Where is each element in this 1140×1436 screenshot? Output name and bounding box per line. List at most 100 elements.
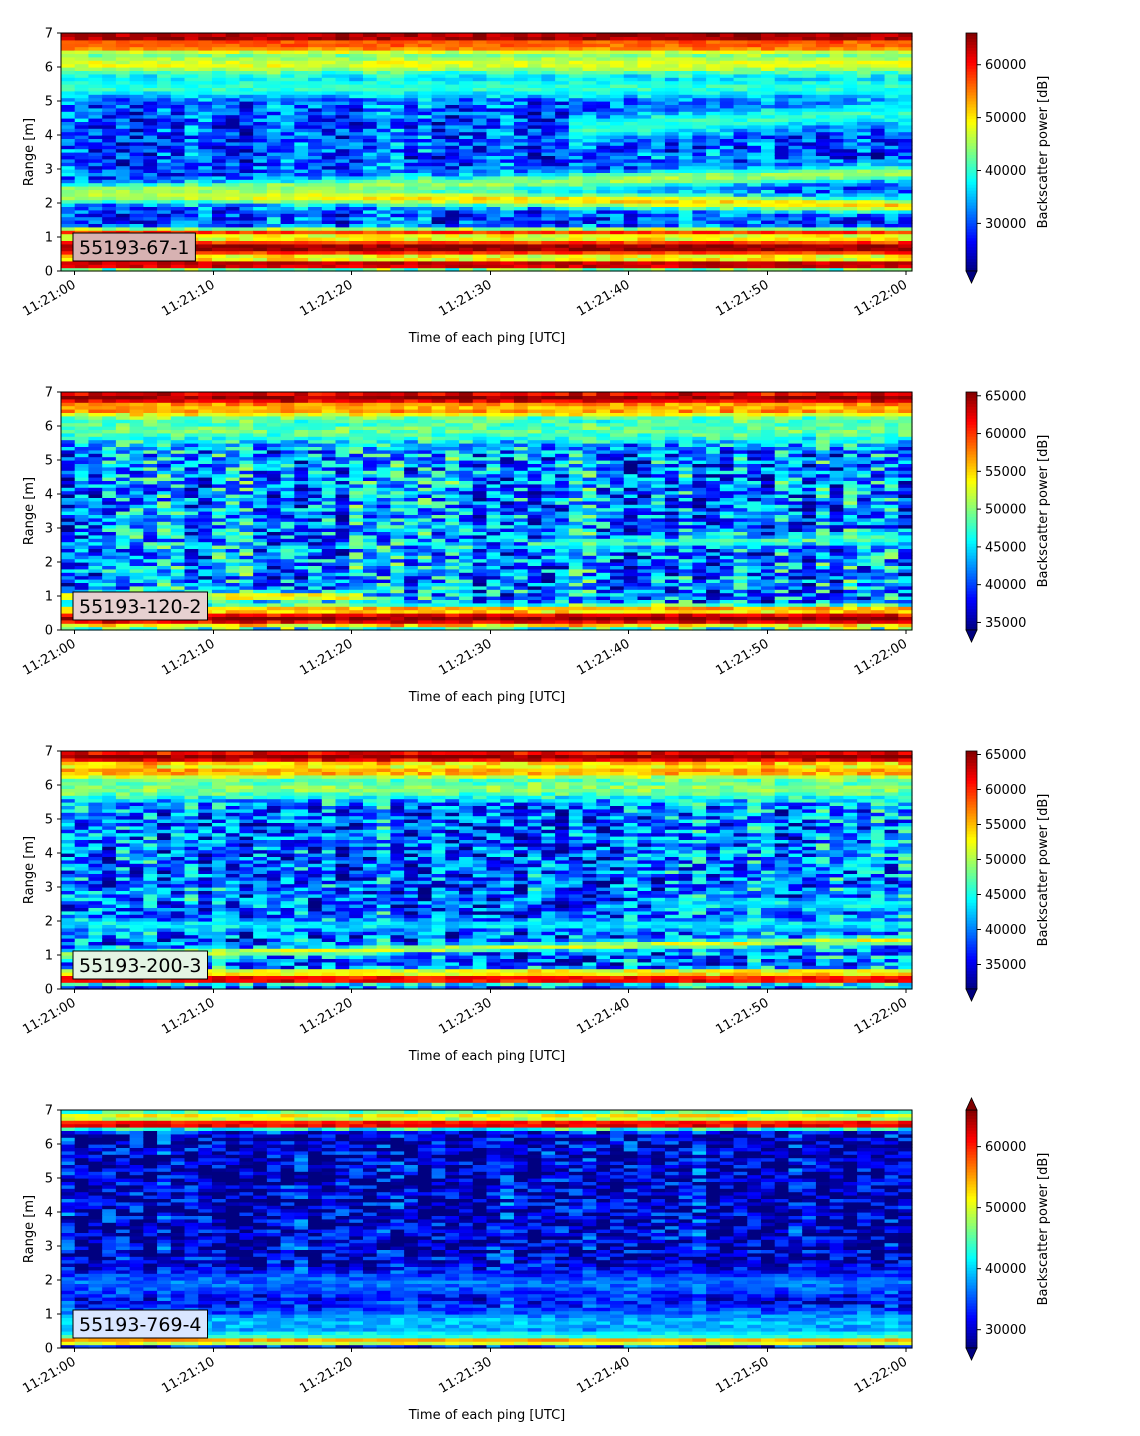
heatmap-cell	[239, 227, 253, 231]
heatmap-cell	[830, 132, 844, 136]
heatmap-cell	[802, 33, 816, 37]
heatmap-cell	[555, 227, 569, 231]
heatmap-cell	[610, 234, 624, 238]
heatmap-cell	[143, 193, 157, 197]
heatmap-cell	[788, 244, 802, 248]
heatmap-cell	[651, 264, 665, 268]
heatmap-cell	[130, 487, 144, 491]
heatmap-cell	[198, 200, 212, 204]
heatmap-cell	[239, 176, 253, 180]
heatmap-cell	[637, 264, 651, 268]
heatmap-cell	[143, 504, 157, 508]
heatmap-cell	[459, 166, 473, 170]
heatmap-cell	[349, 200, 363, 204]
heatmap-cell	[885, 200, 899, 204]
heatmap-cell	[308, 217, 322, 221]
heatmap-cell	[583, 234, 597, 238]
heatmap-cell	[788, 183, 802, 187]
heatmap-cell	[116, 227, 130, 231]
heatmap-cell	[157, 183, 171, 187]
heatmap-cell	[130, 419, 144, 423]
heatmap-cell	[281, 176, 295, 180]
heatmap-cell	[624, 183, 638, 187]
heatmap-cell	[610, 264, 624, 268]
heatmap-cell	[157, 193, 171, 197]
heatmap-cell	[267, 33, 281, 37]
heatmap-cell	[404, 217, 418, 221]
heatmap-cell	[75, 217, 89, 221]
heatmap-cell	[308, 244, 322, 248]
heatmap-cell	[473, 264, 487, 268]
heatmap-cell	[171, 132, 185, 136]
heatmap-cell	[747, 159, 761, 163]
heatmap-cell	[294, 176, 308, 180]
heatmap-cell	[637, 217, 651, 221]
heatmap-cell	[130, 210, 144, 214]
heatmap-cell	[843, 159, 857, 163]
heatmap-cell	[294, 183, 308, 187]
heatmap-cell	[198, 210, 212, 214]
x-tick-label: 11:21:50	[713, 277, 771, 319]
heatmap-cell	[459, 176, 473, 180]
heatmap-cell	[816, 132, 830, 136]
heatmap-cell	[116, 264, 130, 268]
heatmap-cell	[61, 392, 75, 396]
heatmap-cell	[528, 200, 542, 204]
heatmap-cell	[171, 264, 185, 268]
heatmap-cell	[473, 166, 487, 170]
heatmap-cell	[185, 264, 199, 268]
heatmap-cell	[569, 159, 583, 163]
heatmap-cell	[363, 132, 377, 136]
y-tick-label: 7	[45, 27, 53, 42]
heatmap-cell	[857, 251, 871, 255]
heatmap-cell	[788, 132, 802, 136]
heatmap-cell	[102, 159, 116, 163]
heatmap-cell	[171, 33, 185, 37]
heatmap-cell	[816, 166, 830, 170]
heatmap-cell	[500, 166, 514, 170]
heatmap-cell	[102, 183, 116, 187]
heatmap-cell	[528, 176, 542, 180]
heatmap-cell	[816, 251, 830, 255]
heatmap-cell	[418, 149, 432, 153]
heatmap-cell	[363, 244, 377, 248]
heatmap-cell	[281, 217, 295, 221]
heatmap-cell	[130, 453, 144, 457]
heatmap-cell	[294, 132, 308, 136]
heatmap-cell	[569, 264, 583, 268]
heatmap-cell	[116, 33, 130, 37]
heatmap-cell	[816, 217, 830, 221]
heatmap-cell	[596, 210, 610, 214]
heatmap-cell	[418, 132, 432, 136]
heatmap-cell	[843, 183, 857, 187]
heatmap-cell	[294, 251, 308, 255]
heatmap-cell	[445, 227, 459, 231]
heatmap-cell	[569, 251, 583, 255]
heatmap-cell	[212, 264, 226, 268]
heatmap-cell	[487, 193, 501, 197]
heatmap-cell	[816, 210, 830, 214]
heatmap-cell	[679, 149, 693, 153]
heatmap-cell	[802, 210, 816, 214]
heatmap-cell	[143, 419, 157, 423]
heatmap-cell	[61, 453, 75, 457]
heatmap-cell	[775, 200, 789, 204]
x-tick-label: 11:21:10	[159, 277, 217, 319]
heatmap-cell	[130, 193, 144, 197]
heatmap-cell	[157, 200, 171, 204]
heatmap-cell	[212, 251, 226, 255]
heatmap-cell	[88, 210, 102, 214]
heatmap-cell	[830, 159, 844, 163]
heatmap-cell	[61, 264, 75, 268]
heatmap-cell	[363, 159, 377, 163]
heatmap-cell	[294, 166, 308, 170]
heatmap-cell	[885, 193, 899, 197]
heatmap-cell	[212, 176, 226, 180]
heatmap-cell	[61, 142, 75, 146]
heatmap-cell	[281, 200, 295, 204]
heatmap-cell	[157, 264, 171, 268]
heatmap-cell	[473, 227, 487, 231]
heatmap-cell	[487, 251, 501, 255]
heatmap-cell	[322, 210, 336, 214]
heatmap-cell	[171, 217, 185, 221]
